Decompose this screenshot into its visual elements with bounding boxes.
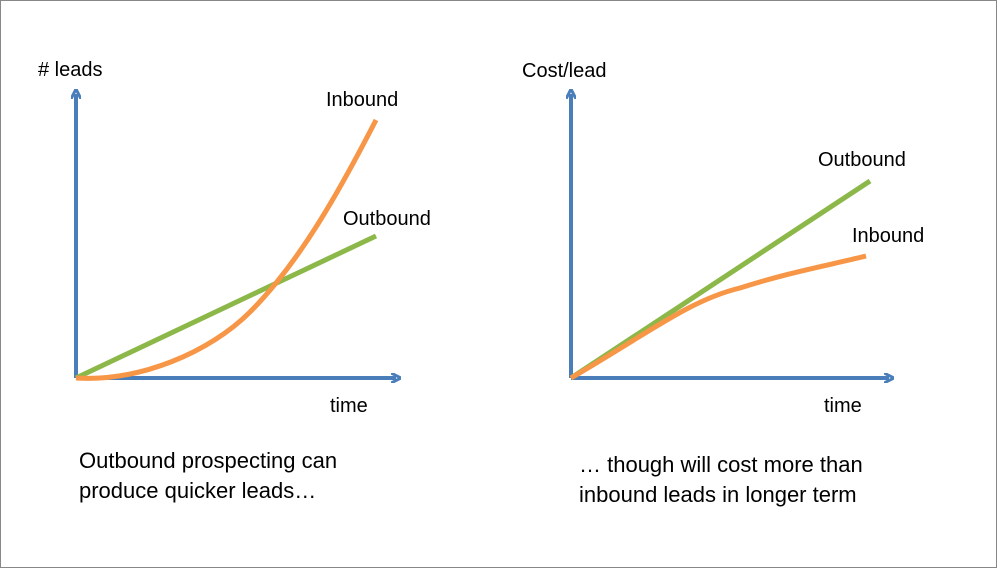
outbound-label: Outbound <box>818 149 906 171</box>
caption-line: produce quicker leads… <box>79 478 316 503</box>
right-panel: Cost/lead time Inbound Outbound … though… <box>522 60 924 507</box>
caption-line: inbound leads in longer term <box>579 482 857 507</box>
caption-line: … though will cost more than <box>579 452 863 477</box>
caption-line: Outbound prospecting can <box>79 448 337 473</box>
y-axis-label: # leads <box>38 59 103 81</box>
x-axis-label: time <box>824 395 862 417</box>
outbound-line <box>74 233 378 381</box>
inbound-label: Inbound <box>852 225 924 247</box>
left-panel: # leads time Inbound Outbound Outbound p… <box>38 59 431 503</box>
y-axis-label: Cost/lead <box>522 60 607 82</box>
inbound-curve <box>569 253 867 381</box>
x-axis-label: time <box>330 395 368 417</box>
inbound-curve <box>75 118 379 381</box>
outbound-label: Outbound <box>343 208 431 230</box>
inbound-label: Inbound <box>326 89 398 111</box>
